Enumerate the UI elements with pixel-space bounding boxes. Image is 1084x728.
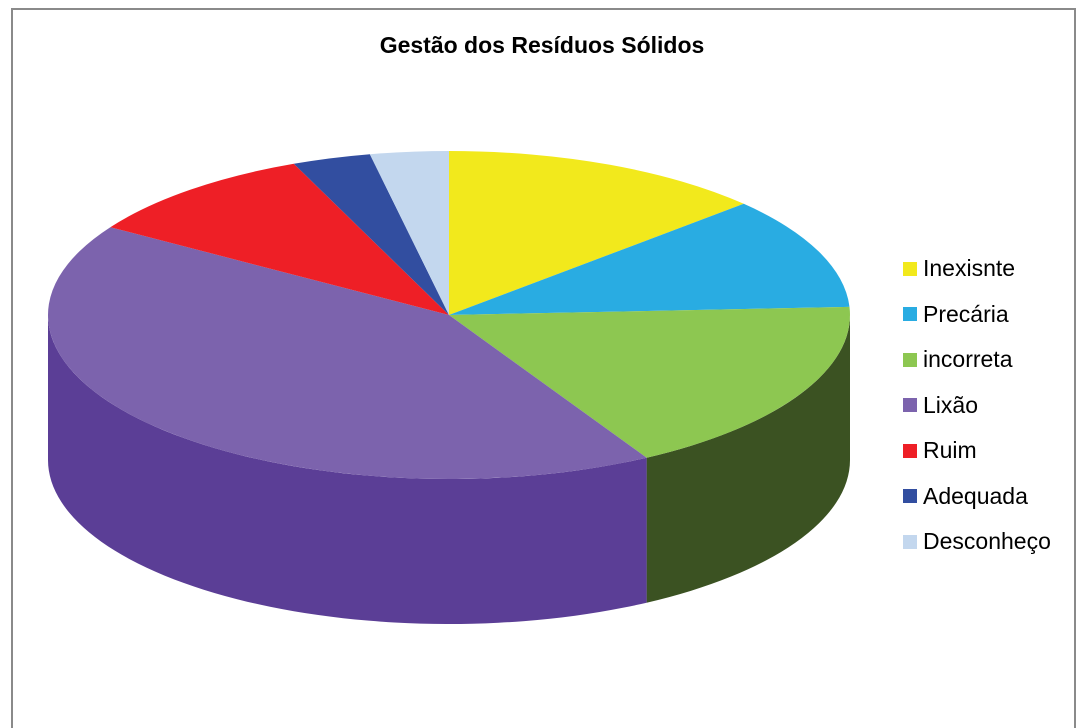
legend-swatch: [903, 398, 917, 413]
chart-title: Gestão dos Resíduos Sólidos: [379, 32, 705, 58]
slice-side-lixao: [48, 315, 647, 624]
slice-precaria: [449, 203, 850, 315]
legend-item-adequada: Adequada: [903, 474, 1051, 520]
slice-ruim: [110, 163, 450, 315]
legend-label: Adequada: [923, 482, 1028, 509]
legend-item-inexisnte: Inexisnte: [903, 246, 1051, 292]
legend-label: incorreta: [923, 346, 1013, 373]
legend-swatch: [903, 489, 917, 504]
legend-label: Inexisnte: [923, 255, 1016, 282]
legend-item-desconheco: Desconheço: [903, 519, 1051, 565]
legend-item-lixao: Lixão: [903, 383, 1051, 429]
pie-sides: [48, 315, 850, 624]
slice-adequada: [293, 154, 449, 315]
pie-slices: [48, 151, 850, 479]
slice-inexisnte: [449, 151, 744, 315]
legend-label: Lixão: [923, 391, 978, 418]
slice-desconheco: [369, 151, 449, 315]
legend-item-precaria: Precária: [903, 292, 1051, 338]
legend-item-ruim: Ruim: [903, 428, 1051, 474]
legend-swatch: [903, 307, 917, 322]
legend-swatch: [903, 261, 917, 276]
legend-label: Precária: [923, 300, 1009, 327]
legend-swatch: [903, 534, 917, 549]
legend-item-incorreta: incorreta: [903, 337, 1051, 383]
slice-side-incorreta: [646, 315, 850, 603]
slice-incorreta: [449, 306, 850, 458]
legend-swatch: [903, 443, 917, 458]
legend-swatch: [903, 352, 917, 367]
legend: Inexisnte Precária incorreta Lixão Ruim Adequ…: [903, 246, 1051, 565]
slice-lixao: [48, 227, 647, 479]
legend-label: Desconheço: [923, 528, 1051, 555]
legend-label: Ruim: [923, 437, 977, 464]
